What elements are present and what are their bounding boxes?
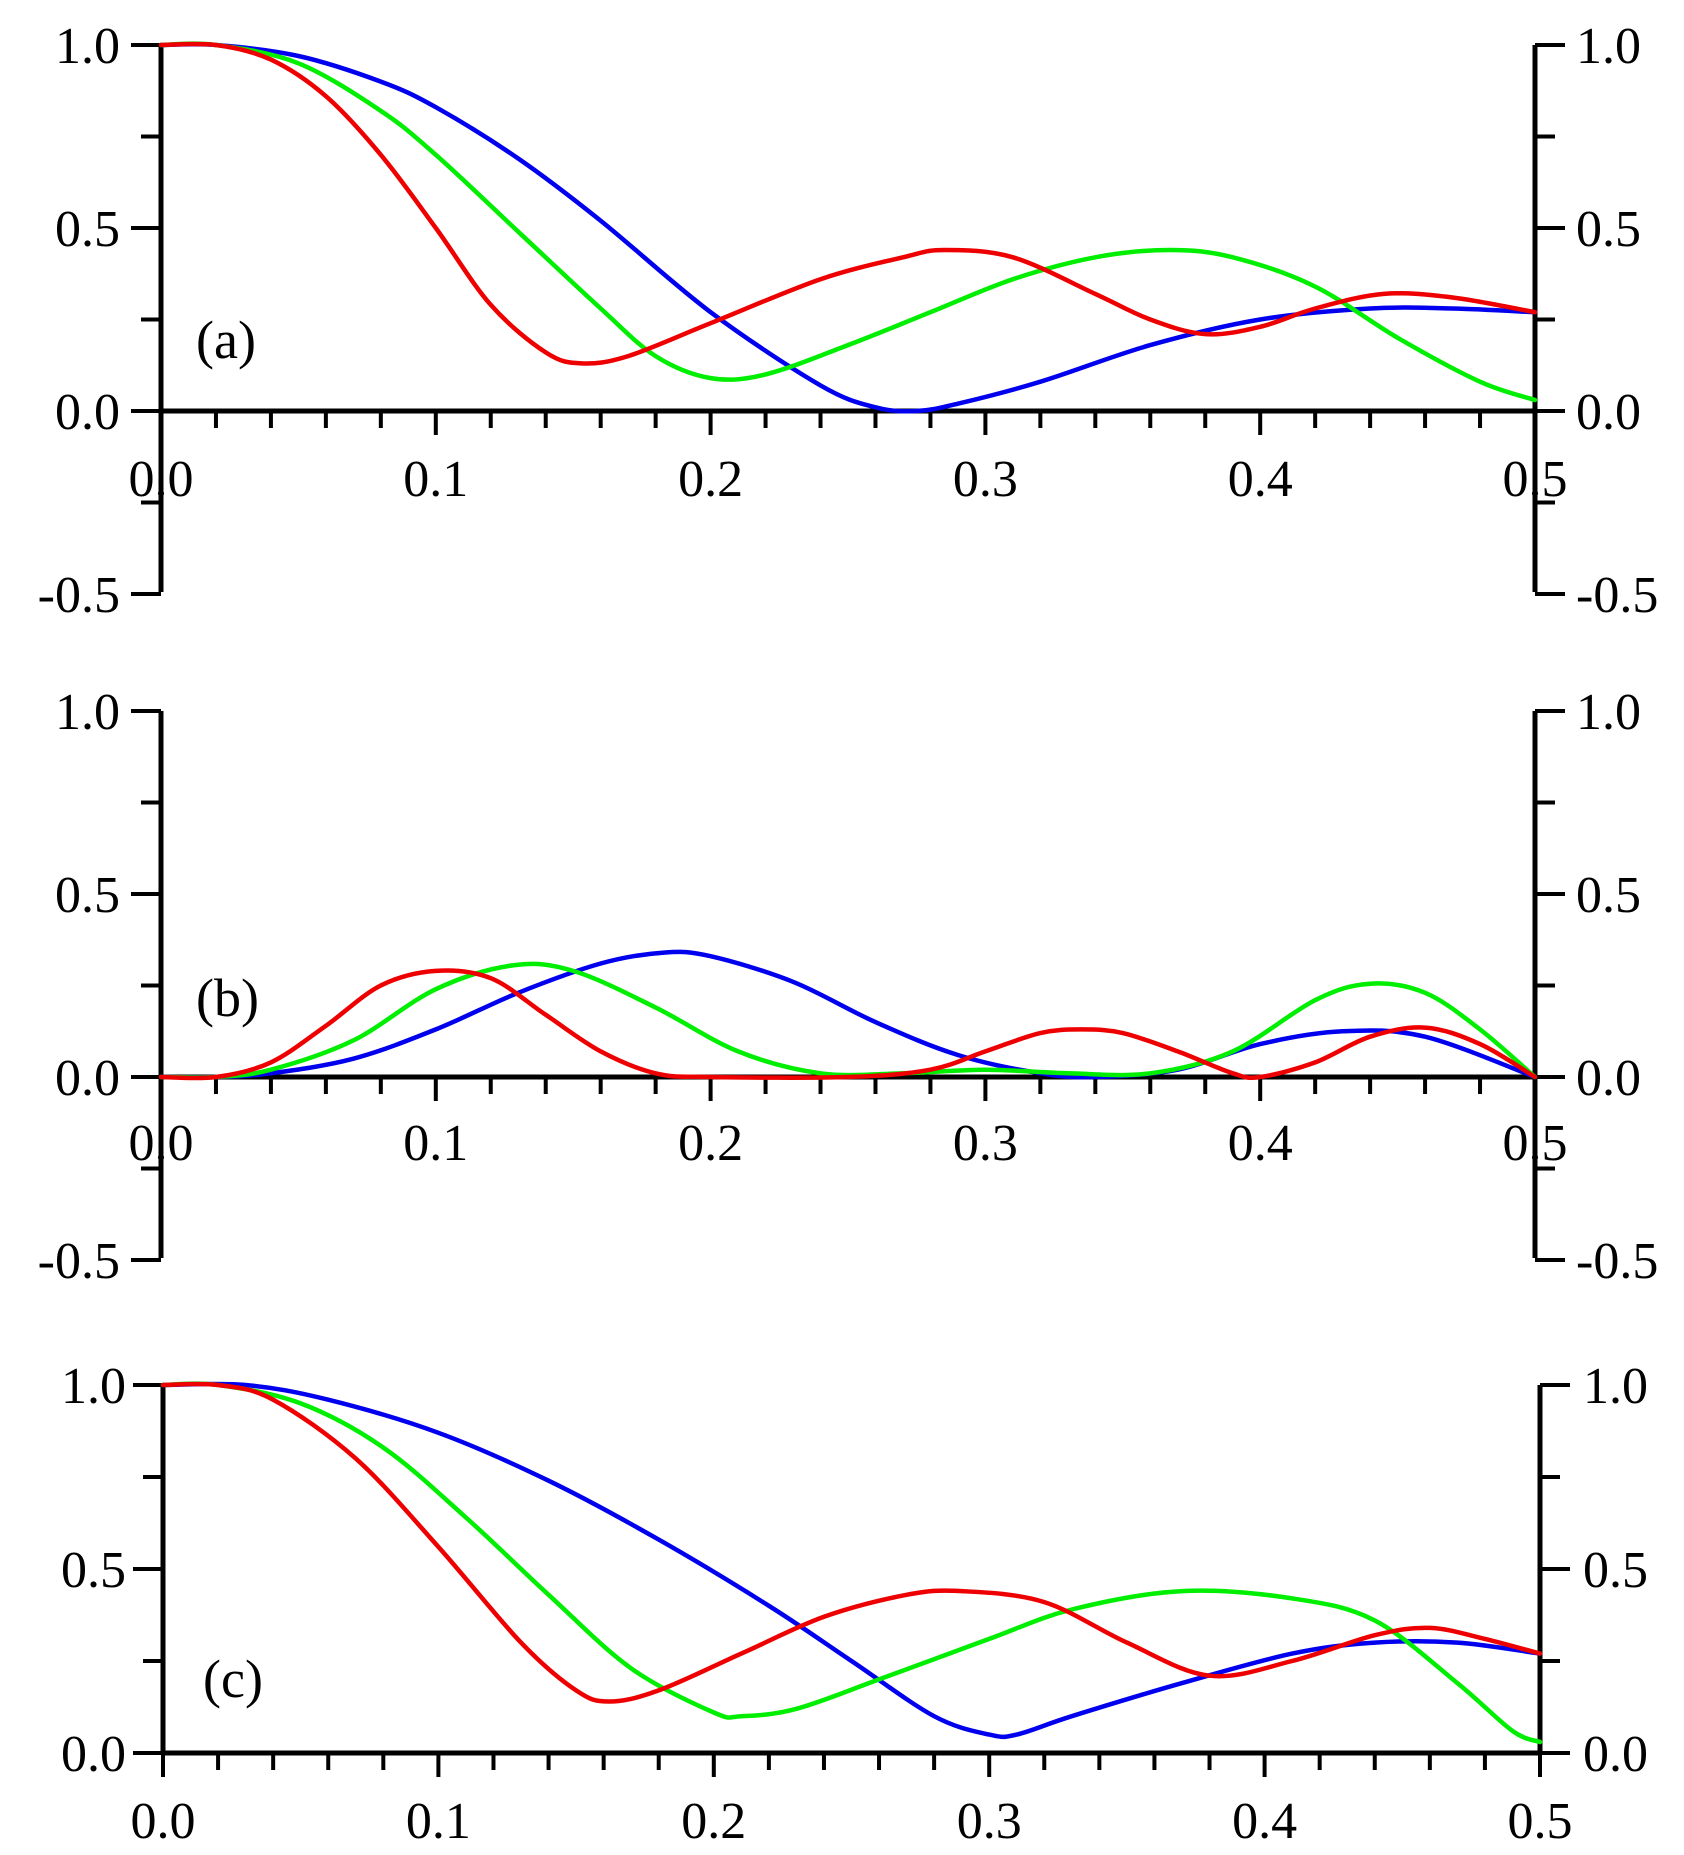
panel-b-right-tick-label: 1.0 [1576,684,1641,741]
panel-c-right-tick-label: 0.0 [1583,1726,1648,1783]
panel-b-left-tick-label: -0.5 [38,1233,120,1290]
panel-b-x-tick-label: 0.3 [953,1115,1018,1172]
panel-c: 0.0 0.1 0.2 0.3 0.4 0.51.00.50.01.00.50.0 (c) [61,1358,1648,1850]
panel-a-right-tick-label: -0.5 [1576,567,1658,624]
panel-c-label: (c) [203,1649,263,1709]
panel-c-left-tick-label: 1.0 [61,1358,126,1415]
panel-c-x-tick-label: 0.1 [406,1793,471,1850]
panel-b-series-blue [158,949,1538,1080]
panel-a-x-tick-label: 0.3 [953,451,1018,508]
panel-a-x-tick-label: 0.5 [1503,451,1568,508]
panel-c-left-tick-label: 0.0 [61,1726,126,1783]
panel-b-x-tick-label: 0.4 [1228,1115,1293,1172]
panel-b-right-tick-label: -0.5 [1576,1233,1658,1290]
panel-a-axes: 0.0 0.1 0.2 0.3 0.4 0.51.00.50.0-0.51.00.50.0… [38,18,1659,624]
panel-a-label: (a) [196,310,256,370]
panel-a-series-blue [158,41,1538,414]
panel-c-x-tick-label: 0.5 [1508,1793,1573,1850]
panel-a-left-tick-label: -0.5 [38,567,120,624]
panel-a-series-red [158,41,1538,366]
panel-c-series-red [160,1381,1543,1704]
panel-a-x-tick-label: 0.1 [403,451,468,508]
panel-a-left-tick-label: 0.0 [55,384,120,441]
panel-b-series-red [158,968,1538,1081]
panel-b: 0.0 0.1 0.2 0.3 0.4 0.51.00.50.0-0.51.00.50.0… [38,684,1659,1290]
panel-c-right-tick-label: 0.5 [1583,1542,1648,1599]
panel-b-right-tick-label: 0.5 [1576,867,1641,924]
panel-c-series-green [160,1381,1543,1745]
panel-a-right-tick-label: 1.0 [1576,18,1641,75]
panel-c-right-tick-label: 1.0 [1583,1358,1648,1415]
panel-b-label: (b) [196,968,259,1028]
panel-c-x-tick-label: 0.2 [681,1793,746,1850]
panel-b-x-tick-label: 0.0 [129,1115,194,1172]
panel-c-x-tick-label: 0.0 [131,1793,196,1850]
panel-c-axes: 0.0 0.1 0.2 0.3 0.4 0.51.00.50.01.00.50.0 [61,1358,1648,1850]
panel-c-x-tick-label: 0.4 [1232,1793,1297,1850]
panel-c-x-tick-label: 0.3 [957,1793,1022,1850]
panel-b-curves [158,949,1538,1081]
panel-a-curves [158,41,1538,414]
panel-b-x-tick-label: 0.1 [403,1115,468,1172]
panel-b-left-tick-label: 0.0 [55,1050,120,1107]
panel-b-right-tick-label: 0.0 [1576,1050,1641,1107]
panel-c-curves [160,1381,1543,1745]
panel-a-right-tick-label: 0.5 [1576,201,1641,258]
panel-a-series-green [158,41,1538,403]
panel-a-left-tick-label: 1.0 [55,18,120,75]
panel-c-series-blue [160,1381,1543,1740]
panel-b-x-tick-label: 0.5 [1503,1115,1568,1172]
panel-a: 0.0 0.1 0.2 0.3 0.4 0.51.00.50.0-0.51.00.50.0… [38,18,1659,624]
panel-b-left-tick-label: 1.0 [55,684,120,741]
panel-c-left-tick-label: 0.5 [61,1542,126,1599]
panel-a-right-tick-label: 0.0 [1576,384,1641,441]
panel-a-x-tick-label: 0.4 [1228,451,1293,508]
panel-b-x-tick-label: 0.2 [678,1115,743,1172]
panel-a-x-tick-label: 0.0 [129,451,194,508]
panel-a-x-tick-label: 0.2 [678,451,743,508]
panel-b-left-tick-label: 0.5 [55,867,120,924]
panel-a-left-tick-label: 0.5 [55,201,120,258]
